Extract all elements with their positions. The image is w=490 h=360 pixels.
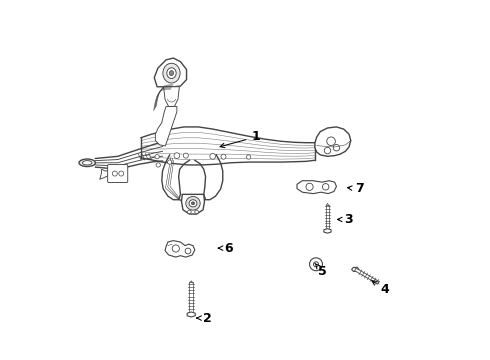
- Polygon shape: [351, 267, 359, 271]
- Circle shape: [324, 147, 331, 154]
- Circle shape: [195, 210, 198, 214]
- Ellipse shape: [186, 197, 200, 210]
- Ellipse shape: [79, 159, 96, 167]
- Ellipse shape: [192, 202, 195, 205]
- Ellipse shape: [163, 63, 180, 83]
- Polygon shape: [324, 229, 331, 233]
- Text: 3: 3: [338, 213, 353, 226]
- Circle shape: [322, 184, 329, 190]
- Polygon shape: [187, 312, 195, 317]
- Circle shape: [172, 245, 179, 252]
- Circle shape: [155, 154, 159, 159]
- Circle shape: [168, 160, 172, 164]
- Polygon shape: [164, 87, 179, 107]
- Text: 6: 6: [219, 242, 233, 255]
- Text: 7: 7: [347, 183, 364, 195]
- Polygon shape: [181, 194, 204, 214]
- Text: 2: 2: [197, 311, 212, 325]
- Circle shape: [119, 171, 124, 176]
- Circle shape: [306, 183, 313, 190]
- Circle shape: [185, 248, 191, 254]
- Ellipse shape: [167, 68, 176, 78]
- Text: 1: 1: [220, 130, 260, 148]
- Ellipse shape: [189, 200, 197, 207]
- Polygon shape: [315, 127, 351, 156]
- Circle shape: [174, 153, 180, 158]
- Text: 4: 4: [372, 281, 389, 296]
- Circle shape: [327, 137, 335, 145]
- Ellipse shape: [170, 71, 173, 76]
- Text: 5: 5: [315, 263, 326, 278]
- Circle shape: [183, 153, 188, 158]
- Circle shape: [156, 163, 160, 167]
- Polygon shape: [297, 181, 337, 194]
- Circle shape: [221, 154, 226, 159]
- Circle shape: [188, 210, 191, 214]
- Polygon shape: [155, 107, 177, 146]
- Circle shape: [112, 171, 117, 176]
- Polygon shape: [100, 169, 112, 179]
- Circle shape: [246, 155, 251, 159]
- Circle shape: [333, 144, 340, 151]
- Polygon shape: [355, 268, 379, 284]
- Circle shape: [314, 262, 318, 267]
- Circle shape: [210, 153, 216, 159]
- Circle shape: [310, 258, 322, 271]
- Ellipse shape: [82, 161, 92, 165]
- Polygon shape: [154, 58, 187, 87]
- Polygon shape: [165, 240, 195, 257]
- FancyBboxPatch shape: [108, 165, 128, 183]
